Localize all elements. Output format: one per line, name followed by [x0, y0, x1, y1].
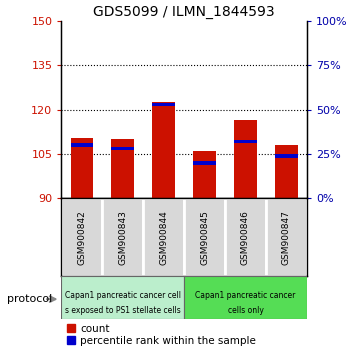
Bar [275, 145, 297, 198]
Bar [225, 198, 266, 276]
Bar [193, 151, 216, 198]
Bar [102, 198, 143, 276]
Bar [184, 198, 225, 276]
Bar [71, 143, 93, 147]
Text: GSM900843: GSM900843 [118, 210, 127, 265]
Bar [193, 161, 216, 165]
Text: Capan1 pancreatic cancer: Capan1 pancreatic cancer [195, 291, 296, 300]
Text: GSM900846: GSM900846 [241, 210, 250, 265]
Text: GSM900842: GSM900842 [77, 210, 86, 264]
Text: GSM900845: GSM900845 [200, 210, 209, 265]
Bar [234, 140, 257, 143]
Bar [143, 198, 184, 276]
Bar [61, 198, 102, 276]
Bar [152, 102, 175, 198]
Bar [71, 138, 93, 198]
Bar [184, 276, 307, 319]
Title: GDS5099 / ILMN_1844593: GDS5099 / ILMN_1844593 [93, 5, 275, 19]
Bar [61, 276, 184, 319]
Text: s exposed to PS1 stellate cells: s exposed to PS1 stellate cells [65, 306, 180, 315]
Legend: count, percentile rank within the sample: count, percentile rank within the sample [66, 324, 256, 346]
Text: Capan1 pancreatic cancer cell: Capan1 pancreatic cancer cell [65, 291, 181, 300]
Text: GSM900847: GSM900847 [282, 210, 291, 265]
Text: cells only: cells only [227, 306, 264, 315]
Text: GSM900844: GSM900844 [159, 210, 168, 264]
Bar [266, 198, 307, 276]
Text: protocol: protocol [7, 294, 52, 304]
Bar [112, 139, 134, 198]
Bar [112, 147, 134, 150]
Bar [152, 103, 175, 106]
Bar [275, 154, 297, 158]
Bar [234, 120, 257, 198]
